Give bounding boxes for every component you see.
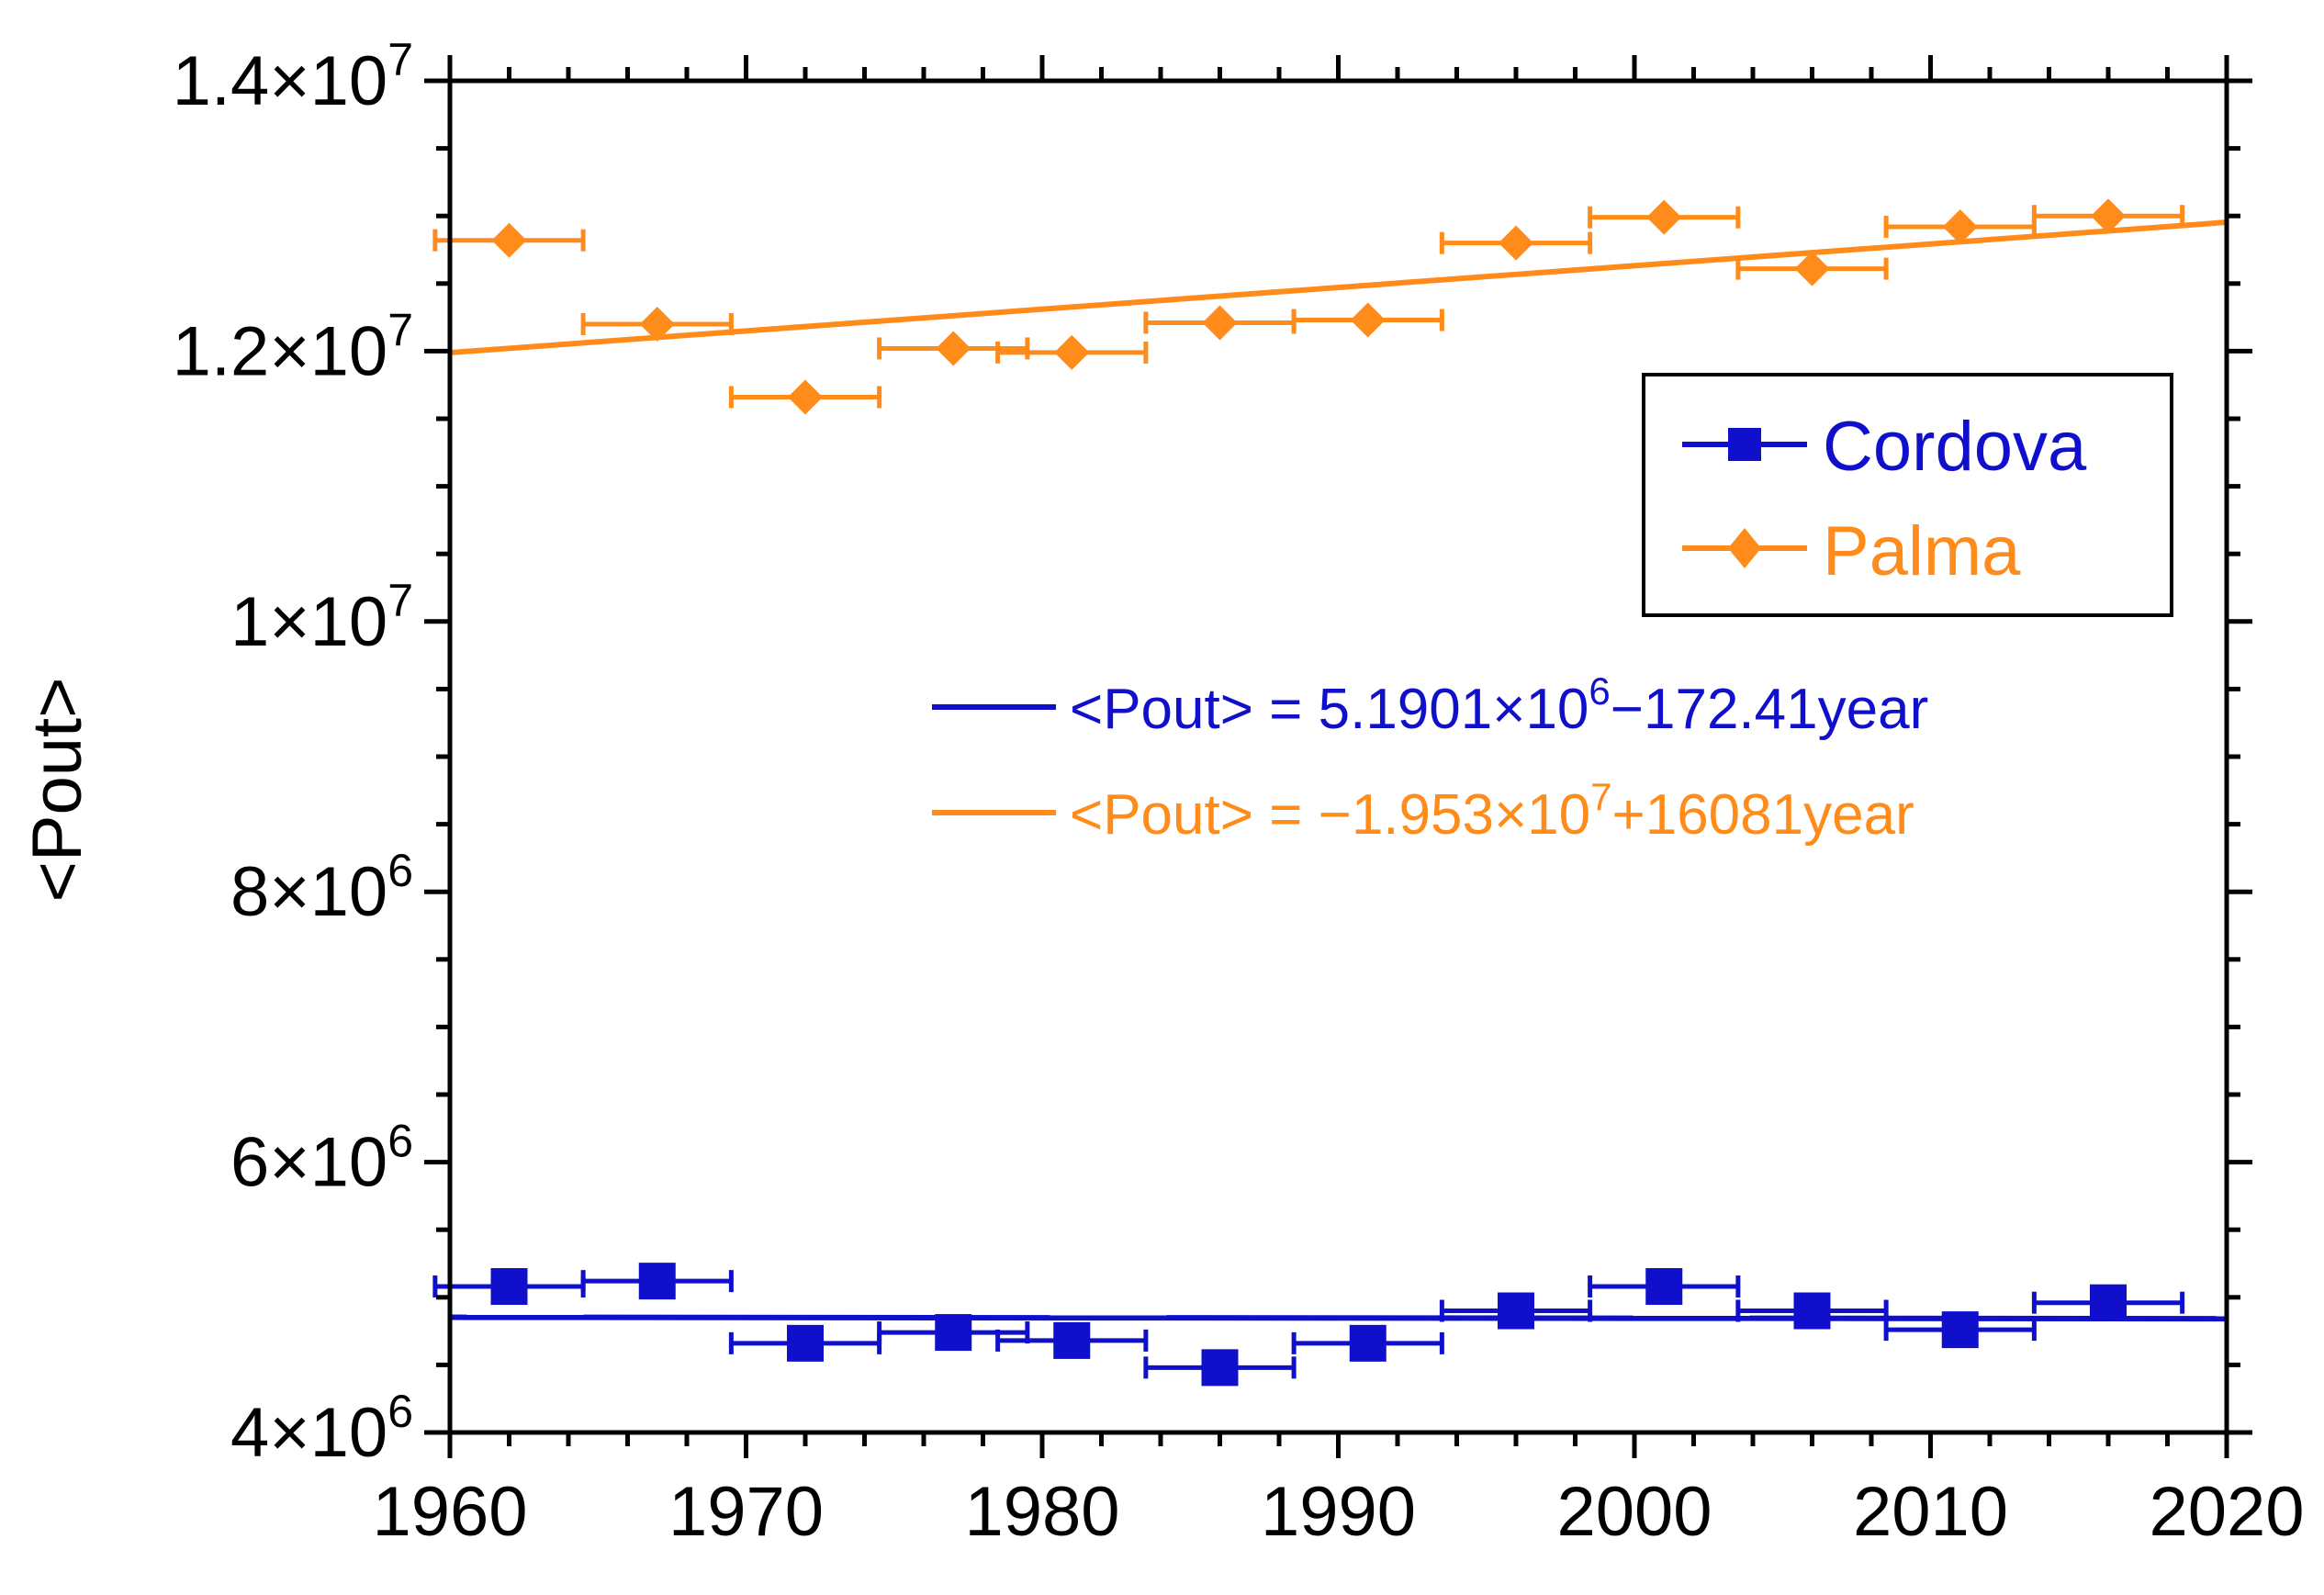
data-point-cordova [1793, 1292, 1831, 1330]
x-tick-label: 1990 [1261, 1473, 1416, 1551]
y-axis-title: <Pout> [18, 677, 96, 902]
legend-label-palma: Palma [1823, 512, 2021, 590]
data-point-cordova [1349, 1324, 1387, 1362]
x-tick-label: 1960 [372, 1473, 527, 1551]
data-point-cordova [1201, 1349, 1239, 1387]
x-tick-label: 2000 [1556, 1473, 1712, 1551]
legend: Cordova Palma [1642, 373, 2173, 617]
data-point-palma [1942, 208, 1978, 244]
fit-equation-cordova-exp: 6 [1589, 669, 1610, 713]
legend-box [1642, 373, 2173, 617]
data-point-palma [2091, 198, 2126, 234]
x-tick-label: 2010 [1853, 1473, 2008, 1551]
data-point-cordova [638, 1263, 676, 1300]
x-tick-label: 1970 [668, 1473, 824, 1551]
y-tick-label: 6×106 [230, 1116, 413, 1202]
y-tick-label: 4×106 [230, 1386, 413, 1472]
fit-equation-palma: <Pout> = −1.953×107+16081year [1070, 775, 1914, 847]
legend-marker-cordova [1728, 428, 1761, 461]
y-tick-label: 1.4×107 [173, 34, 413, 120]
fit-equation-cordova-rest: −172.41year [1611, 678, 1928, 741]
data-point-palma [788, 379, 823, 415]
x-tick-label: 2020 [2149, 1473, 2304, 1551]
legend-marker-palma [1728, 528, 1761, 568]
data-point-cordova [1941, 1311, 1979, 1349]
x-tick-label: 1980 [964, 1473, 1119, 1551]
data-point-cordova [490, 1268, 528, 1306]
data-point-palma [491, 222, 527, 258]
data-point-palma [936, 331, 971, 366]
fit-line-palma [449, 219, 2228, 356]
data-point-cordova [935, 1314, 972, 1352]
data-point-palma [639, 306, 675, 342]
data-point-cordova [1645, 1268, 1683, 1306]
fit-equation-palma-main: <Pout> = −1.953×10 [1070, 783, 1590, 847]
data-point-palma [1794, 251, 1830, 286]
data-point-cordova [1053, 1321, 1091, 1359]
fit-equations: <Pout> = 5.1901×106−172.41year <Pout> = … [932, 669, 1928, 847]
labels-layer: 1960 1970 1980 1990 2000 2010 2020 4×106 6×106 8×… [173, 34, 2305, 1551]
y-tick-label: 8×106 [230, 845, 413, 931]
y-tick-label: 1×107 [230, 575, 413, 661]
data-point-palma [1350, 302, 1386, 338]
data-point-palma [1499, 225, 1533, 261]
series-layer [432, 198, 2228, 1387]
data-point-palma [1054, 334, 1090, 370]
fit-equation-palma-rest: +16081year [1612, 783, 1914, 847]
data-point-cordova [1498, 1292, 1534, 1330]
y-tick-label: 1.2×107 [173, 304, 413, 390]
plot-frame [447, 78, 2229, 1435]
fit-equation-palma-exp: 7 [1590, 775, 1611, 818]
data-point-cordova [2090, 1284, 2127, 1321]
axes-layer [424, 55, 2252, 1458]
legend-label-cordova: Cordova [1823, 408, 2087, 486]
fit-equation-cordova-main: <Pout> = 5.1901×10 [1070, 678, 1589, 741]
data-point-cordova [787, 1324, 824, 1362]
fit-line-cordova [449, 1314, 2228, 1322]
data-point-palma [1646, 199, 1682, 235]
data-point-palma [1202, 305, 1238, 341]
fit-equation-cordova: <Pout> = 5.1901×106−172.41year [1070, 669, 1928, 741]
